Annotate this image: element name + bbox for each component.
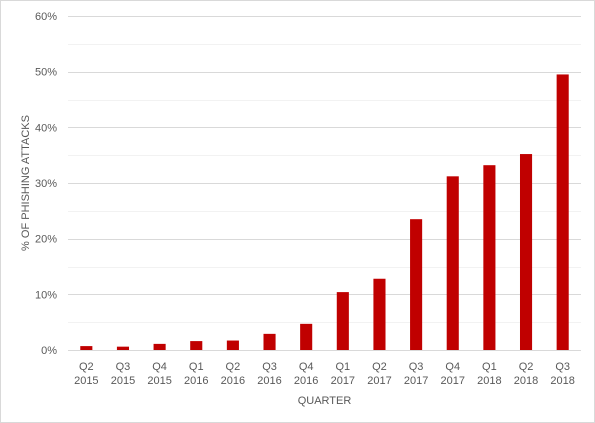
y-axis-ticks: 0% 10% 20% 30% 40% 50% 60% <box>35 11 57 357</box>
x-tick-label: Q3 2016 <box>257 361 281 387</box>
bar <box>519 154 533 350</box>
x-tick-label-line: 2015 <box>74 375 98 387</box>
x-tick-label: Q4 2016 <box>294 361 318 387</box>
bar <box>226 340 239 350</box>
x-tick-label: Q4 2017 <box>441 361 465 387</box>
x-tick-label: Q1 2017 <box>331 361 355 387</box>
x-tick-label-line: 2015 <box>111 375 135 387</box>
bar <box>483 165 496 350</box>
bar <box>80 346 93 350</box>
x-tick-label-line: 2018 <box>550 375 574 387</box>
x-tick-label: Q3 2015 <box>111 361 135 387</box>
y-tick-label: 30% <box>35 178 57 190</box>
x-tick-label-line: 2018 <box>477 375 501 387</box>
x-tick-label-line: 2018 <box>514 375 538 387</box>
x-tick-label: Q4 2015 <box>147 361 171 387</box>
bar <box>373 278 386 350</box>
bar <box>410 219 423 350</box>
x-tick-label-line: Q4 <box>152 361 167 373</box>
y-tick-label: 40% <box>35 122 57 134</box>
x-tick-label-line: 2016 <box>294 375 318 387</box>
x-tick-label-line: Q3 <box>409 361 424 373</box>
bar <box>116 346 130 350</box>
x-tick-label-line: Q3 <box>555 361 570 373</box>
x-tick-label-line: Q3 <box>262 361 277 373</box>
x-tick-label-line: 2017 <box>331 375 355 387</box>
gridlines <box>68 16 581 323</box>
x-tick-label-line: 2017 <box>367 375 391 387</box>
bar <box>336 292 349 350</box>
x-tick-label-line: Q2 <box>79 361 94 373</box>
x-tick-label: Q2 2016 <box>221 361 245 387</box>
bar <box>556 74 569 350</box>
x-tick-label: Q3 2017 <box>404 361 428 387</box>
x-tick-label: Q2 2015 <box>74 361 98 387</box>
y-tick-label: 0% <box>41 345 57 357</box>
x-tick-label-line: Q1 <box>482 361 497 373</box>
bar <box>446 176 459 350</box>
bar <box>153 343 166 350</box>
x-axis-title: QUARTER <box>298 395 352 407</box>
x-tick-label-line: Q2 <box>519 361 534 373</box>
x-tick-label-line: Q4 <box>299 361 314 373</box>
bar <box>300 323 313 350</box>
y-axis-title: % OF PHISHING ATTACKS <box>20 115 32 251</box>
x-tick-label-line: 2016 <box>184 375 208 387</box>
x-tick-label-line: Q3 <box>116 361 131 373</box>
x-tick-label: Q2 2017 <box>367 361 391 387</box>
x-tick-label-line: Q2 <box>226 361 241 373</box>
bar <box>190 341 203 350</box>
x-tick-label: Q3 2018 <box>550 361 574 387</box>
y-tick-label: 50% <box>35 67 57 79</box>
x-tick-label: Q1 2018 <box>477 361 501 387</box>
x-tick-label-line: 2017 <box>441 375 465 387</box>
x-tick-label-line: Q4 <box>445 361 460 373</box>
bars <box>80 74 569 350</box>
x-tick-label-line: 2016 <box>257 375 281 387</box>
x-tick-label-line: 2017 <box>404 375 428 387</box>
bar <box>263 333 276 350</box>
x-tick-label-line: 2016 <box>221 375 245 387</box>
x-tick-label: Q2 2018 <box>514 361 538 387</box>
x-tick-label-line: Q1 <box>189 361 204 373</box>
x-tick-label: Q1 2016 <box>184 361 208 387</box>
y-tick-label: 10% <box>35 289 57 301</box>
x-tick-label-line: 2015 <box>147 375 171 387</box>
x-tick-label-line: Q1 <box>335 361 350 373</box>
x-tick-label-line: Q2 <box>372 361 387 373</box>
y-tick-label: 60% <box>35 11 57 23</box>
y-tick-label: 20% <box>35 234 57 246</box>
x-axis-ticks: Q2 2015 Q3 2015 Q4 2015 Q1 2016 Q2 2016 Q3 2016 Q4 20… <box>74 361 575 387</box>
